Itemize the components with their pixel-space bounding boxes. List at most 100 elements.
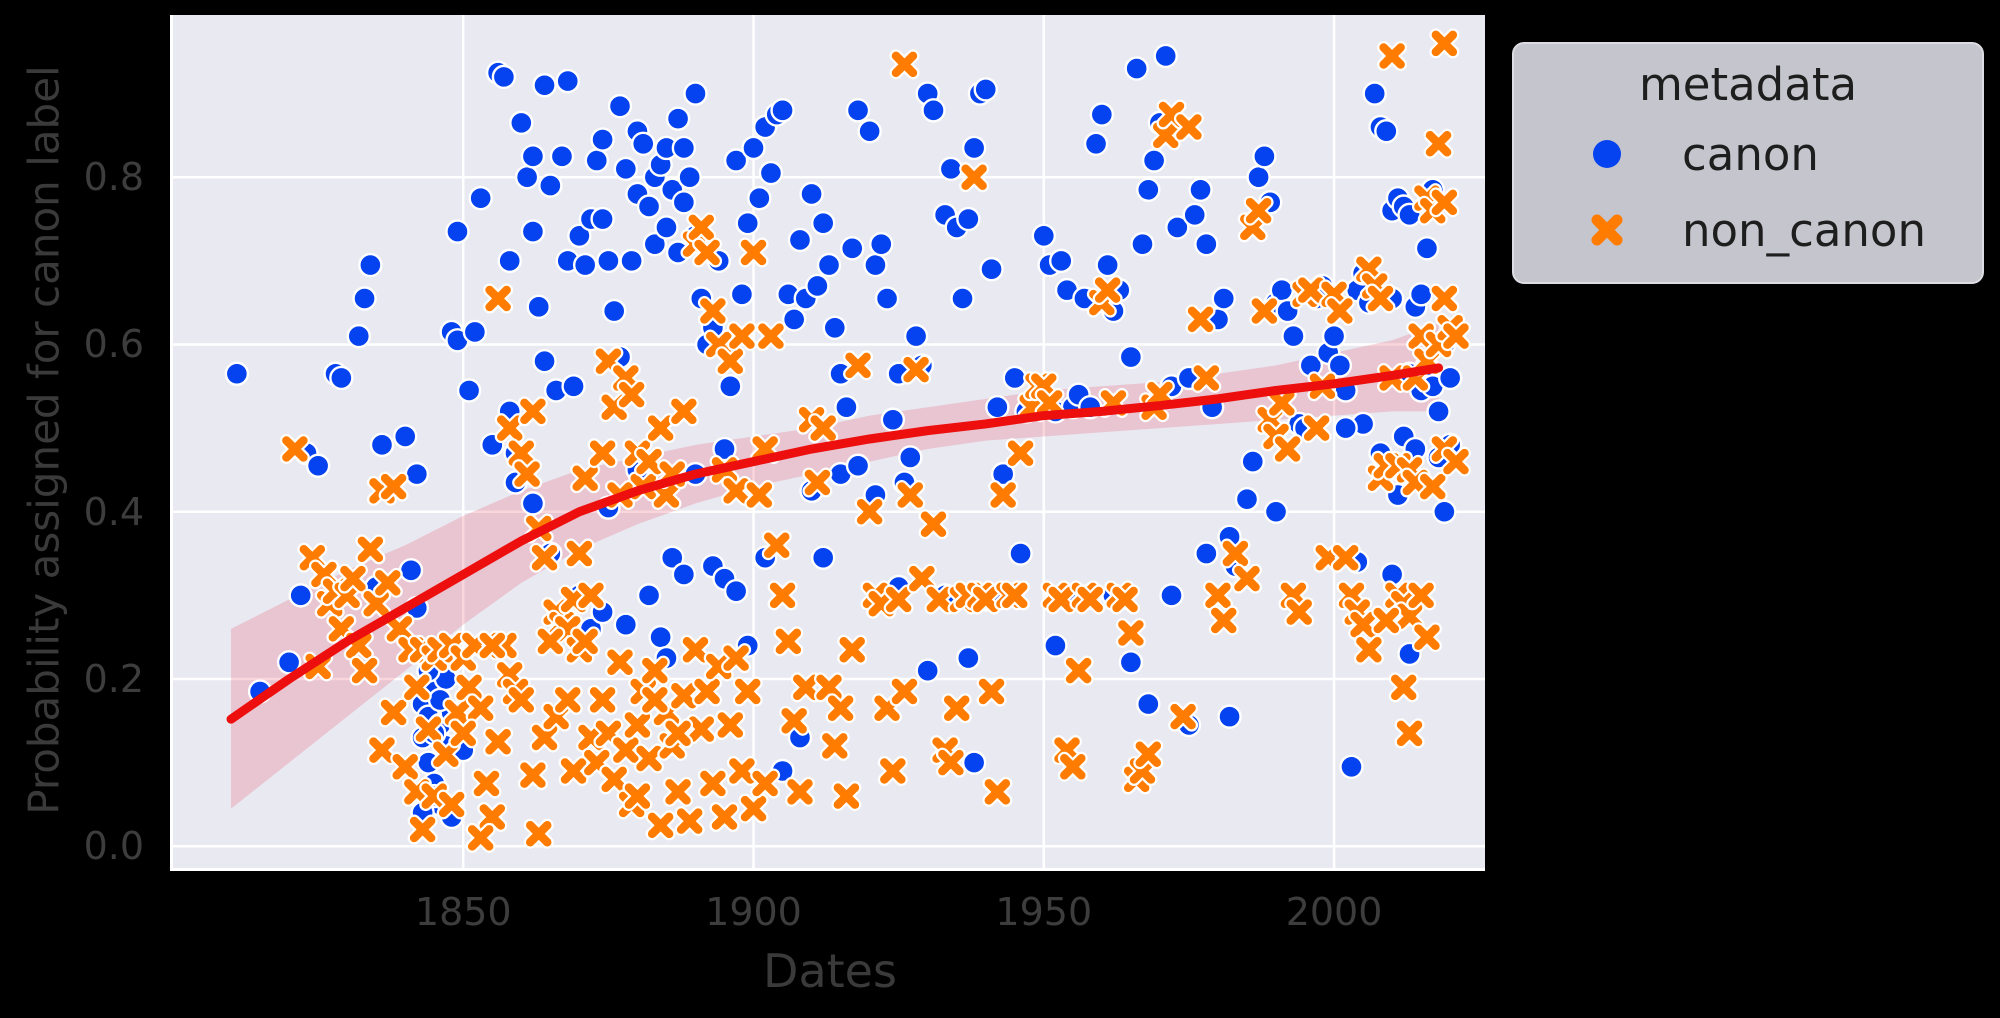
scatter-point-canon	[857, 119, 882, 144]
scatter-point-non_canon	[717, 712, 744, 738]
scatter-point-non_canon	[1187, 306, 1214, 333]
scatter-point-non_canon	[537, 628, 564, 655]
scatter-point-canon	[1246, 165, 1271, 190]
scatter-point-non_canon	[1303, 415, 1330, 441]
scatter-point-canon	[520, 219, 546, 244]
scatter-point-canon	[642, 231, 668, 257]
scatter-point-non_canon	[363, 590, 389, 617]
scatter-point-canon	[810, 211, 836, 236]
scatter-point-non_canon	[1094, 277, 1121, 303]
scatter-point-non_canon	[1356, 636, 1382, 663]
scatter-point-canon	[1217, 704, 1242, 729]
scatter-point-non_canon	[473, 770, 500, 797]
scatter-point-non_canon	[647, 812, 674, 839]
scatter-point-canon	[497, 248, 522, 274]
x-tick-label: 1850	[414, 890, 512, 934]
scatter-point-canon	[950, 286, 975, 311]
scatter-point-non_canon	[1379, 43, 1405, 69]
scatter-point-non_canon	[467, 695, 494, 722]
scatter-point-non_canon	[1065, 657, 1092, 684]
scatter-point-canon	[822, 315, 848, 340]
scatter-point-non_canon	[508, 440, 535, 466]
legend-label-non-canon: non_canon	[1682, 203, 1926, 257]
scatter-point-canon	[956, 645, 981, 671]
scatter-point-canon	[990, 461, 1016, 487]
scatter-point-non_canon	[1298, 277, 1324, 303]
scatter-point-non_canon	[700, 298, 726, 324]
scatter-point-canon	[985, 395, 1010, 420]
scatter-point-non_canon	[885, 586, 912, 613]
scatter-point-non_canon	[555, 687, 581, 713]
scatter-point-non_canon	[972, 586, 999, 613]
scatter-point-canon	[468, 185, 493, 211]
scatter-point-canon	[1089, 102, 1115, 127]
scatter-point-canon	[393, 424, 418, 449]
scatter-point-non_canon	[636, 745, 662, 772]
scatter-point-non_canon	[444, 699, 471, 726]
scatter-point-non_canon	[404, 674, 430, 701]
scatter-point-non_canon	[1048, 586, 1074, 613]
scatter-point-canon	[863, 252, 888, 278]
scatter-point-non_canon	[386, 616, 413, 642]
scatter-point-non_canon	[978, 678, 1005, 705]
scatter-point-non_canon	[520, 762, 546, 788]
scatter-point-non_canon	[589, 440, 616, 466]
scatter-point-non_canon	[938, 749, 964, 776]
scatter-point-non_canon	[833, 783, 860, 809]
scatter-point-non_canon	[1367, 285, 1394, 312]
scatter-point-non_canon	[369, 737, 395, 763]
scatter-point-canon	[718, 374, 743, 399]
scatter-point-canon	[880, 407, 906, 432]
y-tick-label: 0.4	[83, 489, 144, 534]
scatter-point-canon	[961, 750, 987, 775]
scatter-point-non_canon	[531, 544, 558, 571]
scatter-point-non_canon	[746, 482, 773, 508]
scatter-point-non_canon	[804, 469, 831, 496]
scatter-point-canon	[1008, 541, 1033, 566]
scatter-point-non_canon	[682, 636, 709, 663]
scatter-point-non_canon	[781, 708, 807, 734]
scatter-point-non_canon	[1060, 754, 1086, 780]
scatter-point-canon	[631, 131, 656, 156]
scatter-point-non_canon	[485, 728, 511, 755]
scatter-point-canon	[938, 156, 964, 182]
scatter-point-non_canon	[723, 478, 749, 504]
scatter-point-canon	[369, 432, 395, 458]
plot-area	[170, 15, 1485, 871]
scatter-point-non_canon	[380, 699, 407, 726]
scatter-point-non_canon	[1274, 436, 1301, 462]
scatter-point-canon	[1136, 691, 1161, 717]
scatter-point-non_canon	[1147, 381, 1173, 408]
scatter-point-non_canon	[1002, 582, 1028, 609]
scatter-point-canon	[683, 81, 708, 106]
scatter-point-non_canon	[1350, 611, 1376, 638]
scatter-point-non_canon	[560, 758, 587, 784]
scatter-point-canon	[1182, 202, 1207, 228]
scatter-point-non_canon	[1118, 620, 1144, 646]
scatter-point-canon	[665, 106, 691, 131]
x-tick-label: 1950	[995, 890, 1093, 934]
legend-entry-non-canon: non_canon	[1532, 192, 1964, 268]
scatter-point-canon	[805, 273, 830, 299]
scatter-point-canon	[898, 445, 923, 470]
scatter-point-canon	[1136, 177, 1161, 202]
scatter-point-canon	[1095, 252, 1120, 278]
scatter-point-non_canon	[624, 712, 651, 738]
non-canon-x-icon	[1532, 210, 1682, 250]
scatter-point-canon	[758, 160, 784, 186]
scatter-point-canon	[549, 144, 575, 169]
scatter-point-non_canon	[531, 724, 558, 751]
scatter-point-canon	[961, 135, 987, 161]
scatter-point-non_canon	[1443, 323, 1469, 349]
scatter-point-non_canon	[1152, 122, 1179, 149]
scatter-point-non_canon	[450, 720, 477, 747]
scatter-point-non_canon	[717, 348, 744, 374]
scatter-point-non_canon	[1396, 603, 1423, 630]
scatter-point-canon	[456, 378, 482, 403]
scatter-point-non_canon	[572, 628, 598, 655]
scatter-point-non_canon	[822, 733, 848, 759]
scatter-point-non_canon	[752, 770, 778, 797]
scatter-point-non_canon	[1036, 390, 1063, 416]
scatter-point-non_canon	[508, 687, 535, 713]
